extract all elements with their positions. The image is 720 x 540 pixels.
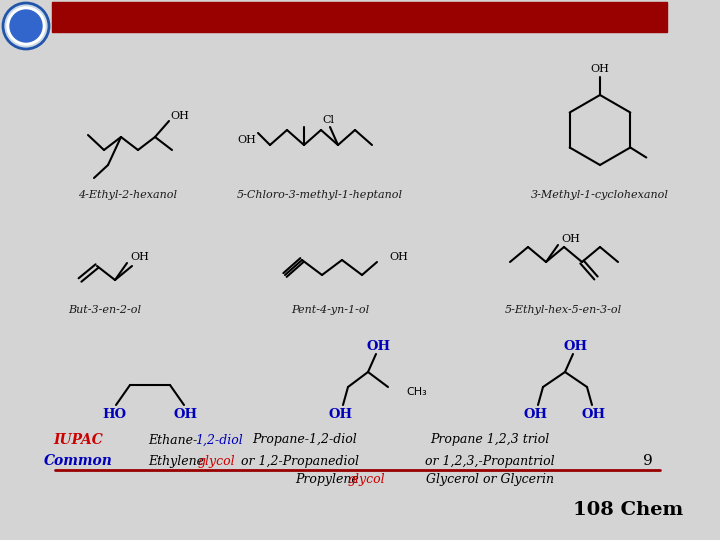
Text: OH: OH <box>561 234 580 244</box>
Text: OH: OH <box>590 64 609 74</box>
Text: 5-Chloro-3-methyl-1-heptanol: 5-Chloro-3-methyl-1-heptanol <box>237 190 403 200</box>
Text: But-3-en-2-ol: But-3-en-2-ol <box>68 305 142 315</box>
Bar <box>52 2 667 32</box>
Text: OH: OH <box>237 135 256 145</box>
Text: Glycerol or Glycerin: Glycerol or Glycerin <box>426 472 554 485</box>
Text: Pent-4-yn-1-ol: Pent-4-yn-1-ol <box>291 305 369 315</box>
Text: OH: OH <box>564 340 588 353</box>
Text: OH: OH <box>389 252 408 262</box>
Text: or 1,2,3,-Propantriol: or 1,2,3,-Propantriol <box>426 455 555 468</box>
Text: 9: 9 <box>643 454 653 468</box>
Text: 108 Chem: 108 Chem <box>573 501 683 519</box>
Circle shape <box>10 10 42 42</box>
Text: 5-Ethyl-hex-5-en-3-ol: 5-Ethyl-hex-5-en-3-ol <box>505 305 621 315</box>
Text: 1,2-diol: 1,2-diol <box>195 434 243 447</box>
Text: IUPAC: IUPAC <box>53 433 103 447</box>
Circle shape <box>3 3 49 49</box>
Text: Propane 1,2,3 triol: Propane 1,2,3 triol <box>431 434 549 447</box>
Text: OH: OH <box>174 408 198 422</box>
Circle shape <box>7 7 45 45</box>
Text: or 1,2-Propanediol: or 1,2-Propanediol <box>241 455 359 468</box>
Text: 3-Methyl-1-cyclohexanol: 3-Methyl-1-cyclohexanol <box>531 190 669 200</box>
Text: Cl: Cl <box>322 115 334 125</box>
Text: OH: OH <box>524 408 548 422</box>
Text: Ethylene: Ethylene <box>148 455 208 468</box>
Text: OH: OH <box>329 408 353 422</box>
Text: glycol: glycol <box>348 472 386 485</box>
Text: 4-Ethyl-2-hexanol: 4-Ethyl-2-hexanol <box>78 190 178 200</box>
Text: HO: HO <box>102 408 126 422</box>
Text: Common: Common <box>44 454 112 468</box>
Text: OH: OH <box>170 111 189 121</box>
Text: Propylene: Propylene <box>295 472 363 485</box>
Text: OH: OH <box>367 340 391 353</box>
Text: OH: OH <box>582 408 606 422</box>
Text: CH₃: CH₃ <box>406 387 427 397</box>
Text: glycol: glycol <box>198 455 235 468</box>
Text: Ethane-: Ethane- <box>148 434 197 447</box>
Text: Propane-1,2-diol: Propane-1,2-diol <box>253 434 357 447</box>
Text: OH: OH <box>130 252 149 262</box>
